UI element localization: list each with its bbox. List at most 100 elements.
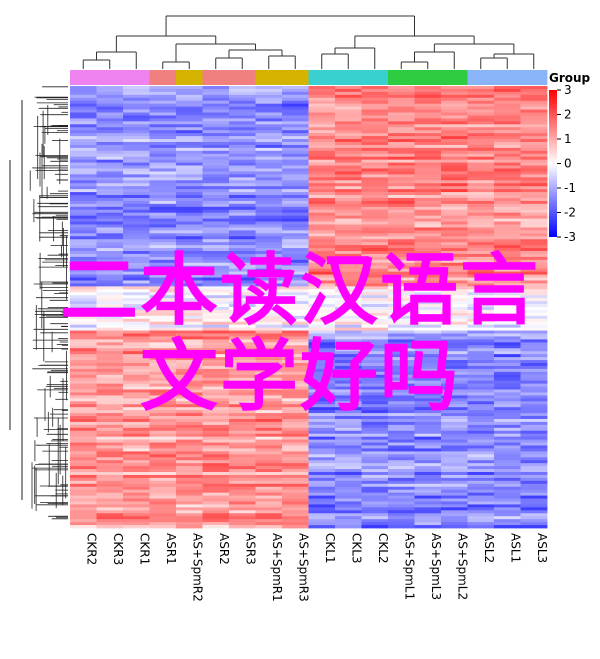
heatmap-cell	[520, 183, 548, 187]
heatmap-cell	[282, 259, 309, 264]
heatmap-cell	[229, 525, 256, 529]
heatmap-cell	[149, 127, 177, 131]
heatmap-cell	[494, 407, 521, 411]
heatmap-cell	[441, 410, 468, 414]
heatmap-cell	[202, 513, 230, 517]
heatmap-cell	[441, 436, 468, 440]
heatmap-cell	[494, 195, 521, 199]
heatmap-cell	[308, 480, 336, 485]
heatmap-cell	[388, 360, 415, 364]
heatmap-cell	[282, 165, 309, 169]
heatmap-cell	[70, 430, 97, 435]
row-dendrogram	[9, 86, 68, 520]
heatmap-cell	[255, 374, 283, 379]
heatmap-cell	[414, 186, 442, 190]
heatmap-cell	[335, 321, 362, 326]
heatmap-cell	[467, 312, 495, 317]
heatmap-cell	[282, 416, 309, 420]
heatmap-cell	[388, 197, 415, 202]
heatmap-cell	[149, 333, 177, 337]
heatmap-cell	[520, 283, 548, 287]
heatmap-cell	[96, 156, 124, 161]
heatmap-cell	[414, 404, 442, 408]
heatmap-cell	[149, 262, 177, 267]
heatmap-cell	[149, 141, 177, 146]
heatmap-cell	[335, 483, 362, 488]
heatmap-cell	[149, 150, 177, 155]
heatmap-cell	[414, 507, 442, 511]
heatmap-cell	[494, 268, 521, 273]
heatmap-cell	[361, 371, 389, 376]
heatmap-cell	[176, 522, 203, 526]
heatmap-cell	[202, 256, 230, 261]
heatmap-cell	[467, 407, 495, 411]
heatmap-cell	[441, 418, 468, 423]
heatmap-cell	[70, 115, 97, 119]
heatmap-cell	[255, 94, 283, 99]
heatmap-cell	[96, 401, 124, 405]
heatmap-cell	[282, 413, 309, 417]
heatmap-cell	[361, 186, 389, 190]
heatmap-cell	[96, 159, 124, 164]
heatmap-cell	[96, 298, 124, 302]
heatmap-cell	[335, 410, 362, 414]
heatmap-cell	[149, 124, 177, 128]
heatmap-cell	[176, 162, 203, 166]
heatmap-cell	[229, 430, 256, 435]
heatmap-cell	[520, 324, 548, 329]
heatmap-cell	[229, 265, 256, 270]
heatmap-cell	[202, 445, 230, 449]
heatmap-cell	[176, 174, 203, 178]
heatmap-cell	[282, 501, 309, 505]
heatmap-cell	[467, 480, 495, 485]
heatmap-cell	[229, 404, 256, 408]
heatmap-cell	[123, 136, 150, 140]
heatmap-cell	[202, 368, 230, 373]
heatmap-cell	[255, 301, 283, 305]
heatmap-cell	[149, 348, 177, 352]
heatmap-cell	[361, 192, 389, 196]
heatmap-cell	[388, 221, 415, 225]
heatmap-cell	[123, 147, 150, 152]
heatmap-cell	[441, 301, 468, 305]
heatmap-cell	[123, 407, 150, 411]
heatmap-cell	[520, 203, 548, 208]
heatmap-cell	[70, 477, 97, 482]
heatmap-cell	[335, 383, 362, 387]
heatmap-cell	[335, 109, 362, 113]
heatmap-cell	[308, 236, 336, 240]
heatmap-cell	[282, 256, 309, 261]
heatmap-cell	[123, 212, 150, 217]
heatmap-cell	[308, 121, 336, 125]
heatmap-cell	[441, 324, 468, 329]
heatmap-cell	[149, 94, 177, 99]
heatmap-cell	[282, 94, 309, 99]
heatmap-cell	[176, 298, 203, 302]
heatmap-cell	[388, 407, 415, 411]
heatmap-cell	[255, 248, 283, 252]
heatmap-cell	[414, 307, 442, 311]
heatmap-cell	[96, 118, 124, 122]
heatmap-cell	[520, 318, 548, 323]
heatmap-cell	[414, 97, 442, 102]
heatmap-cell	[494, 348, 521, 352]
heatmap-cell	[414, 171, 442, 175]
heatmap-cell	[70, 159, 97, 164]
heatmap-cell	[202, 183, 230, 187]
heatmap-cell	[70, 492, 97, 496]
heatmap-cell	[202, 342, 230, 346]
heatmap-cell	[202, 133, 230, 137]
heatmap-cell	[70, 324, 97, 329]
heatmap-cell	[441, 268, 468, 273]
heatmap-cell	[96, 333, 124, 337]
heatmap-cell	[176, 445, 203, 449]
heatmap-cell	[282, 136, 309, 140]
heatmap-cell	[467, 433, 495, 438]
heatmap-cell	[414, 224, 442, 228]
heatmap-cell	[308, 277, 336, 281]
heatmap-cell	[229, 301, 256, 305]
heatmap-cell	[494, 150, 521, 155]
heatmap-cell	[308, 362, 336, 367]
heatmap-cell	[494, 392, 521, 396]
heatmap-cell	[335, 209, 362, 214]
